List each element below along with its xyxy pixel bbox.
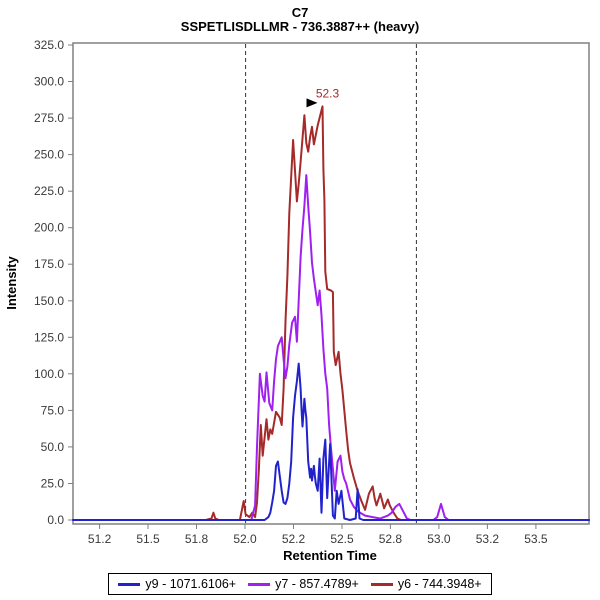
chart-title: C7 [292, 5, 309, 20]
x-tick-label: 53.5 [524, 532, 548, 546]
y-tick-label: 125.0 [34, 330, 64, 344]
x-tick-label: 53.0 [427, 532, 451, 546]
legend-label-y7: y7 - 857.4789+ [275, 577, 359, 591]
x-tick-label: 51.5 [136, 532, 160, 546]
y-tick-label: 200.0 [34, 221, 64, 235]
trace-y7 [72, 174, 590, 521]
y-tick-label: 275.0 [34, 111, 64, 125]
y-tick-label: 75.0 [41, 403, 65, 417]
peak-rt-annotation[interactable]: 52.3 [316, 86, 340, 100]
x-tick-label: 51.2 [88, 532, 112, 546]
chart-subtitle: SSPETLISDLLMR - 736.3887++ (heavy) [181, 19, 419, 34]
y-tick-label: 325.0 [34, 38, 64, 52]
legend-swatch-y7 [248, 582, 271, 586]
y-tick-label: 100.0 [34, 367, 64, 381]
trace-y6 [72, 105, 590, 521]
y-tick-label: 150.0 [34, 294, 64, 308]
x-tick-label: 52.5 [330, 532, 354, 546]
y-tick-label: 225.0 [34, 184, 64, 198]
x-tick-label: 52.0 [233, 532, 257, 546]
legend: y9 - 1071.6106+ y7 - 857.4789+ y6 - 744.… [0, 573, 600, 595]
y-tick-label: 25.0 [41, 477, 65, 491]
y-tick-label: 175.0 [34, 257, 64, 271]
peak-annotation-arrow-icon[interactable] [306, 98, 318, 108]
y-tick-label: 0.0 [47, 513, 64, 527]
trace-y9 [72, 362, 590, 521]
legend-item-y9: y9 - 1071.6106+ [118, 577, 236, 591]
legend-swatch-y9 [118, 582, 141, 586]
legend-item-y6: y6 - 744.3948+ [370, 577, 482, 591]
legend-item-y7: y7 - 857.4789+ [248, 577, 359, 591]
plot-layer: 51.2 51.5 51.8 52.0 52.2 52.5 52.8 53.0 53.2 53.5… [34, 38, 590, 546]
x-tick-label: 52.8 [379, 532, 403, 546]
y-axis-title: Intensity [4, 256, 19, 310]
x-axis-title: Retention Time [283, 548, 377, 563]
x-tick-label: 51.8 [185, 532, 209, 546]
legend-label-y9: y9 - 1071.6106+ [145, 577, 237, 591]
x-tick-label: 52.2 [282, 532, 306, 546]
legend-box: y9 - 1071.6106+ y7 - 857.4789+ y6 - 744.… [108, 573, 492, 595]
y-tick-label: 300.0 [34, 75, 64, 89]
legend-label-y6: y6 - 744.3948+ [397, 577, 482, 591]
x-tick-label: 53.2 [476, 532, 500, 546]
y-tick-label: 50.0 [41, 440, 65, 454]
y-tick-label: 250.0 [34, 148, 64, 162]
legend-swatch-y6 [370, 582, 393, 586]
